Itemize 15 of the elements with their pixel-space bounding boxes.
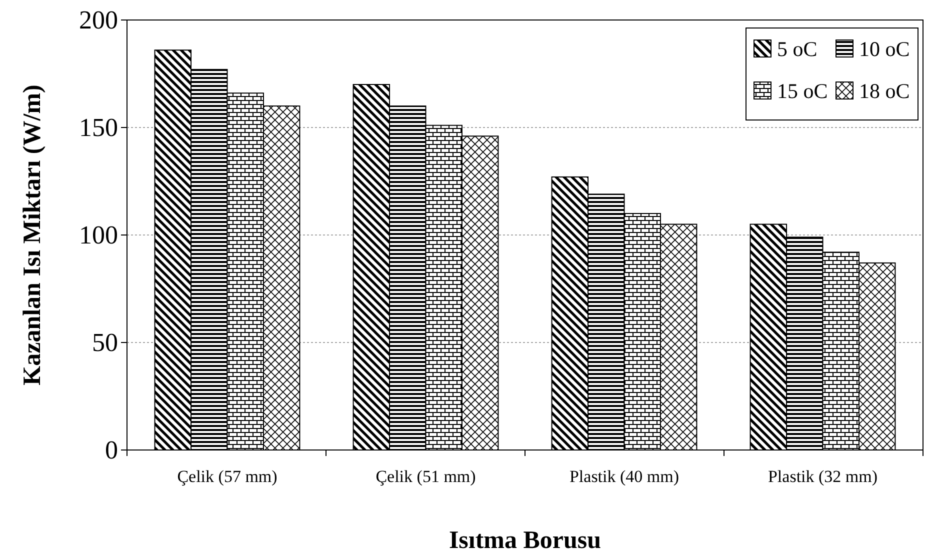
y-tick-label: 100 [79, 220, 118, 250]
x-tick-label: Plastik (40 mm) [569, 467, 680, 486]
y-tick-label: 50 [92, 328, 118, 357]
y-tick-label: 150 [79, 112, 118, 142]
legend-label: 10 oC [859, 37, 910, 61]
legend-label: 15 oC [777, 79, 828, 103]
y-axis-title: Kazanlan Isı Miktarı (W/m) [19, 84, 46, 386]
x-tick-label: Çelik (51 mm) [376, 467, 476, 486]
legend-label: 18 oC [859, 79, 910, 103]
x-tick-label: Çelik (57 mm) [177, 467, 278, 486]
legend-label: 5 oC [777, 37, 818, 61]
y-tick-label: 0 [105, 435, 118, 464]
x-tick-label: Plastik (32 mm) [768, 467, 878, 486]
x-axis-title: Isıtma Borusu [448, 527, 602, 554]
y-tick-label: 200 [79, 5, 118, 34]
